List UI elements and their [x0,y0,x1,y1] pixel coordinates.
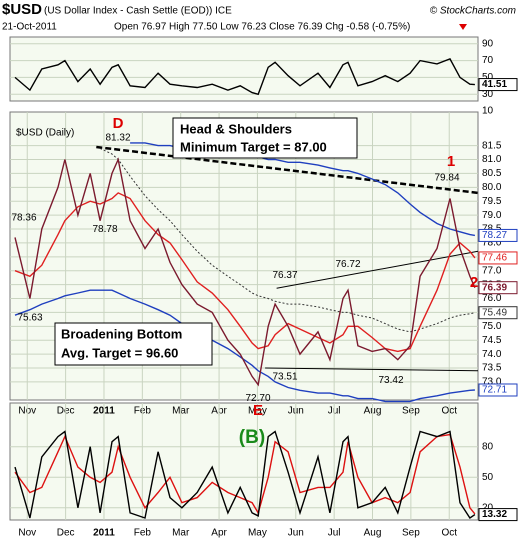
y-tick-label: 80.5 [482,168,502,179]
wave-label: 1 [447,153,455,170]
x-tick-label: Oct [441,528,457,539]
y-tick-label: 73.0 [482,377,502,388]
y-tick-label: 74.5 [482,335,502,346]
point-label: 76.72 [335,259,360,270]
instrument-name: (US Dollar Index - Cash Settle (EOD)) IC… [44,6,232,17]
y-tick-label: 74.0 [482,349,502,360]
x-tick-label: Apr [211,528,227,539]
annotation-text: Head & Shoulders [180,121,292,136]
x-tick-label: Mar [172,528,190,539]
end-label: 13.32 [482,509,507,520]
point-label: 78.78 [92,224,117,235]
trend-line [96,145,479,195]
y-tick-label: 79.0 [482,210,502,221]
y-tick-label: 73.5 [482,363,502,374]
wave-label: (B) [239,427,265,448]
trend-line [265,367,479,372]
annotation-text: Broadening Bottom [61,326,182,341]
panel-top [9,36,479,102]
x-tick-label: 2011 [93,528,115,539]
end-label-box [478,508,518,522]
end-label-box [478,228,518,242]
annotation-text: Avg. Target = 96.60 [61,345,178,360]
end-label: 76.39 [482,282,507,293]
legend-label: $USD (Daily) [16,128,74,139]
wave-label: 2 [470,274,478,291]
point-label: 81.32 [105,132,130,143]
x-tick-label: Aug [364,528,382,539]
annotation-box [172,117,358,159]
y-tick-label: 50 [482,72,494,83]
end-label-box [478,78,518,92]
end-label: 77.46 [482,253,507,264]
y-tick-label: 70 [482,55,494,66]
y-tick-label: 77.0 [482,265,502,276]
y-tick-label: 79.5 [482,196,502,207]
end-label: 72.71 [482,385,507,396]
series-line [14,157,476,387]
y-tick-label: 20 [482,502,494,513]
point-label: 76.37 [272,270,297,281]
date: 21-Oct-2011 [2,22,57,33]
x-tick-label: May [248,528,267,539]
y-tick-label: 76.0 [482,293,502,304]
panel-bottom [9,402,479,521]
end-label: 75.49 [482,307,507,318]
series-line [14,430,476,519]
y-tick-label: 80 [482,441,494,452]
annotation-box [54,322,213,366]
y-tick-label: 75.0 [482,321,502,332]
y-tick-label: 80.0 [482,182,502,193]
end-label-box [478,306,518,320]
point-label: 73.51 [272,371,297,382]
x-tick-label: Dec [57,528,75,539]
symbol: $USD [2,1,42,18]
down-arrow [459,24,467,30]
y-tick-label: 81.0 [482,154,502,165]
series-line [14,58,475,96]
wave-label: E [253,402,263,419]
wave-label: D [113,115,124,132]
point-label: 75.63 [17,312,42,323]
y-tick-label: 50 [482,472,494,483]
x-tick-label: Nov [18,528,36,539]
point-label: 72.70 [245,393,270,404]
trend-line [276,250,479,289]
point-label: 79.84 [434,172,459,183]
y-tick-label: 10 [482,106,494,117]
annotation-text: Minimum Target = 87.00 [180,139,327,154]
y-tick-label: 30 [482,89,494,100]
y-tick-label: 81.5 [482,140,502,151]
y-tick-label: 78.0 [482,238,502,249]
credit: © StockCharts.com [430,6,516,17]
y-tick-label: 90 [482,38,494,49]
x-tick-label: Jun [288,528,304,539]
end-label-box [478,383,518,397]
x-tick-label: Sep [402,528,420,539]
quote: Open 76.97 High 77.50 Low 76.23 Close 76… [114,22,410,33]
point-label: 73.42 [378,375,403,386]
plot-layer: 90 70 50 30 10 41.51 Nov Dec 2011 Feb Mar Apr May Jun… [10,38,518,539]
x-tick-label: Jul [328,528,341,539]
series-line [14,289,475,403]
end-label: 78.27 [482,230,507,241]
series-line [14,192,476,353]
point-label: 78.36 [11,213,36,224]
end-label: 41.51 [482,79,507,90]
end-label-box [478,281,518,295]
series-line [99,147,476,333]
x-tick-label: Feb [134,528,152,539]
end-label-box [478,251,518,265]
